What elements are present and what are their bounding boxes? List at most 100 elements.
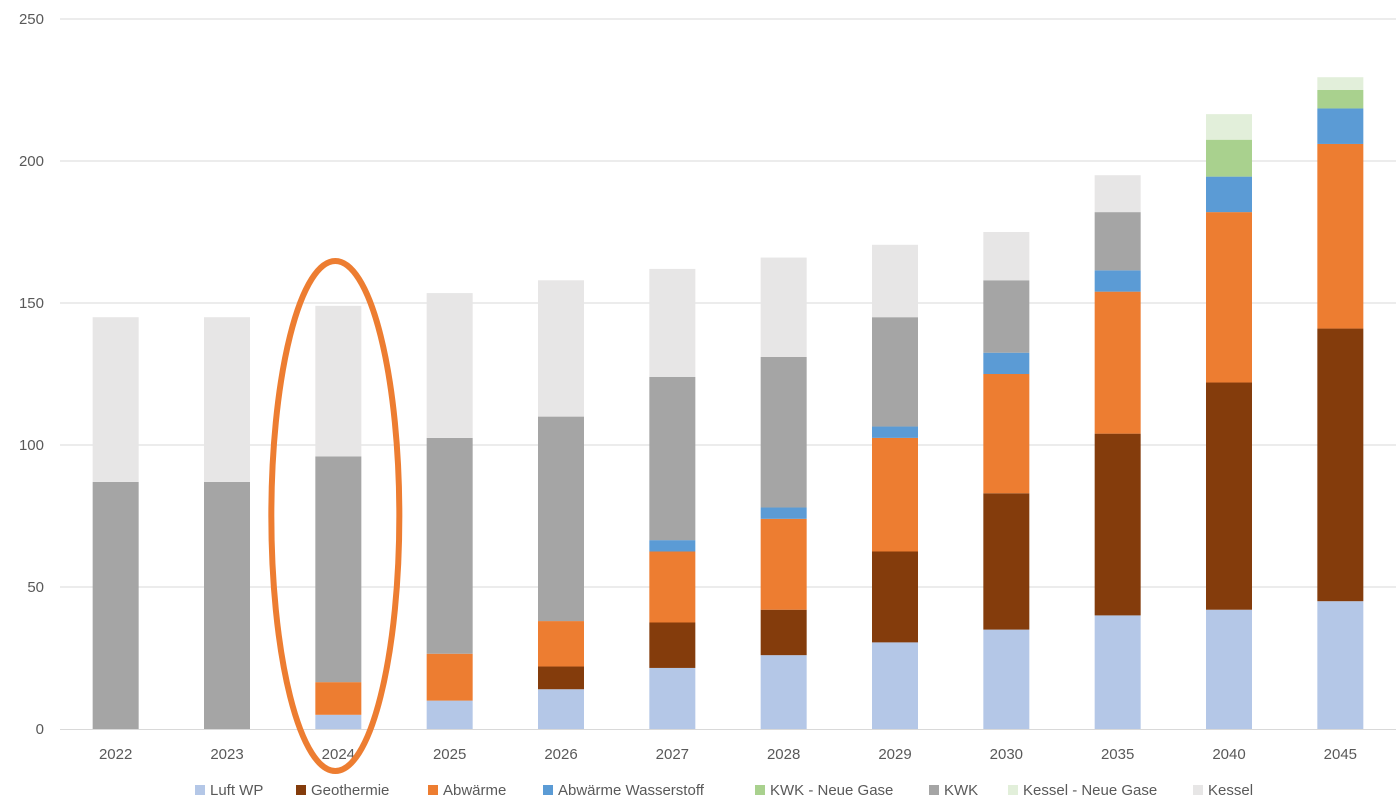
x-tick-label: 2035 — [1101, 746, 1134, 763]
legend-swatch — [296, 785, 306, 795]
bar-stack-2023 — [204, 317, 250, 729]
legend-label: Abwärme — [443, 782, 506, 799]
bar-segment-geothermie — [872, 551, 918, 643]
bar-segment-kessel — [426, 293, 473, 438]
bar-segment-geothermie — [1317, 328, 1364, 602]
bar-stack-2024 — [315, 305, 362, 729]
bar-segment-kessel — [204, 317, 250, 482]
bar-segment-abw-rme-wasserstoff — [649, 540, 696, 552]
bar-segment-kessel — [315, 305, 362, 457]
x-tick-label: 2045 — [1324, 746, 1357, 763]
y-tick-label: 200 — [19, 153, 44, 170]
legend-label: KWK - Neue Gase — [770, 782, 893, 799]
bar-segment-abw-rme — [760, 518, 807, 610]
bar-segment-geothermie — [983, 493, 1030, 630]
bar-segment-abw-rme — [315, 682, 362, 715]
bar-segment-kwk — [426, 437, 473, 654]
bar-segment-kwk — [315, 456, 362, 683]
bar-stack-2030 — [983, 232, 1030, 729]
bar-stack-2028 — [760, 257, 807, 729]
bar-segment-kwk-neue-gase — [1206, 139, 1252, 177]
legend-item: Abwärme — [428, 782, 506, 799]
bar-segment-luft-wp — [649, 667, 696, 729]
gridlines — [60, 18, 1396, 588]
legend-label: Luft WP — [210, 782, 263, 799]
bar-segment-kessel — [92, 317, 139, 482]
x-tick-label: 2028 — [767, 746, 800, 763]
legend-item: Kessel — [1193, 782, 1253, 799]
x-tick-label: 2022 — [99, 746, 132, 763]
bar-segment-kessel-neue-gase — [1317, 77, 1364, 90]
bar-segment-kessel — [983, 232, 1030, 281]
y-tick-label: 50 — [27, 579, 44, 596]
legend-swatch — [1008, 785, 1018, 795]
bar-segment-kessel — [760, 257, 807, 357]
bar-segment-kwk — [1094, 212, 1141, 271]
bar-segment-kessel — [538, 280, 584, 417]
legend-item: KWK — [929, 782, 978, 799]
bar-segment-geothermie — [760, 609, 807, 656]
bar-segment-kwk — [760, 356, 807, 508]
bars — [92, 77, 1364, 729]
bar-stack-2027 — [649, 268, 696, 729]
bar-stack-2035 — [1094, 175, 1141, 729]
bar-segment-abw-rme — [872, 437, 918, 552]
x-tick-label: 2023 — [210, 746, 243, 763]
highlight-ellipse — [268, 258, 403, 774]
bar-segment-kessel — [872, 244, 918, 318]
x-tick-label: 2025 — [433, 746, 466, 763]
legend-item: KWK - Neue Gase — [755, 782, 893, 799]
bar-stack-2022 — [92, 317, 139, 729]
legend-swatch — [929, 785, 939, 795]
bar-segment-abw-rme — [649, 551, 696, 623]
legend-label: Kessel - Neue Gase — [1023, 782, 1157, 799]
x-tick-label: 2027 — [656, 746, 689, 763]
bar-stack-2029 — [872, 244, 918, 729]
bar-segment-luft-wp — [538, 689, 584, 729]
legend-label: Kessel — [1208, 782, 1253, 799]
legend: Luft WP Geothermie Abwärme Abwärme Wasserst… — [195, 782, 1253, 799]
annotation — [268, 258, 403, 774]
bar-segment-luft-wp — [872, 642, 918, 729]
bar-segment-kessel — [649, 268, 696, 377]
legend-item: Kessel - Neue Gase — [1008, 782, 1157, 799]
bar-segment-abw-rme — [1206, 212, 1252, 383]
bar-segment-luft-wp — [983, 629, 1030, 729]
y-tick-label: 0 — [36, 721, 44, 738]
legend-label: Abwärme Wasserstoff — [558, 782, 705, 799]
legend-swatch — [1193, 785, 1203, 795]
legend-swatch — [543, 785, 553, 795]
bar-segment-kwk-neue-gase — [1317, 90, 1364, 109]
bar-segment-geothermie — [649, 622, 696, 668]
bar-segment-abw-rme-wasserstoff — [1206, 176, 1252, 213]
bar-segment-abw-rme-wasserstoff — [760, 507, 807, 519]
bar-segment-abw-rme — [426, 653, 473, 701]
bar-segment-kwk — [983, 280, 1030, 353]
bar-segment-abw-rme-wasserstoff — [1094, 270, 1141, 292]
x-tick-label: 2029 — [878, 746, 911, 763]
legend-swatch — [428, 785, 438, 795]
bar-segment-luft-wp — [1094, 615, 1141, 729]
bar-segment-abw-rme-wasserstoff — [1317, 108, 1364, 144]
y-tick-label: 150 — [19, 295, 44, 312]
bar-segment-kwk — [538, 416, 584, 622]
x-axis-ticks: 2022 2023 2024 2025 2026 2027 2028 2029 2030 2035… — [99, 746, 1357, 763]
y-axis-ticks: 0 50 100 150 200 250 — [19, 11, 44, 738]
bar-segment-abw-rme — [538, 621, 584, 667]
legend-swatch — [195, 785, 205, 795]
bar-segment-kwk — [649, 376, 696, 541]
bar-stack-2045 — [1317, 77, 1364, 729]
bar-segment-luft-wp — [1317, 601, 1364, 729]
x-tick-label: 2024 — [322, 746, 355, 763]
bar-segment-luft-wp — [1206, 609, 1252, 729]
bar-segment-kwk — [872, 317, 918, 427]
bar-segment-abw-rme — [1094, 291, 1141, 434]
legend-item: Luft WP — [195, 782, 263, 799]
bar-segment-luft-wp — [426, 700, 473, 729]
bar-segment-kessel — [1094, 175, 1141, 213]
bar-segment-abw-rme-wasserstoff — [983, 352, 1030, 374]
bar-stack-2040 — [1206, 114, 1252, 729]
bar-segment-geothermie — [1094, 433, 1141, 616]
bar-segment-abw-rme-wasserstoff — [872, 426, 918, 438]
